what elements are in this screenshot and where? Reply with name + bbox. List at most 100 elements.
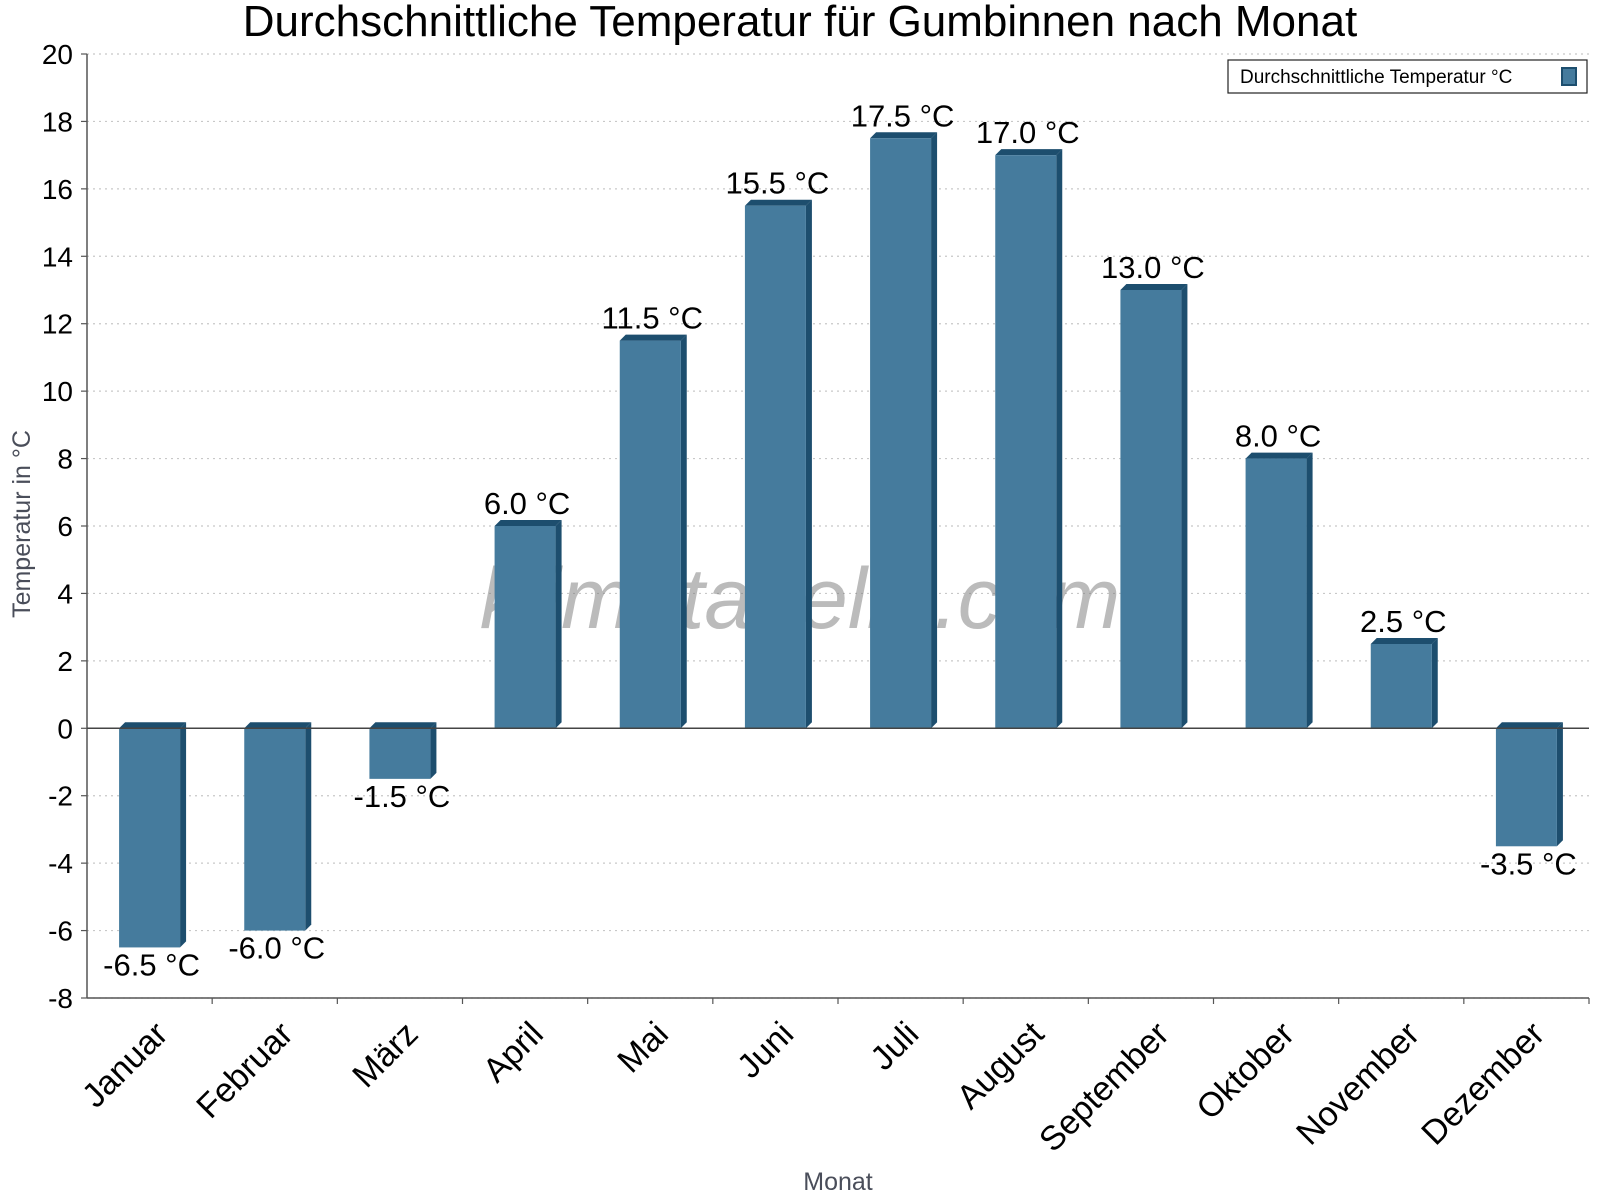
value-labels: -6.5 °C -6.0 °C -1.5 °C 6.0 °C 11.5 °C 15.5 °… — [103, 98, 1577, 982]
x-tick-label-september: September — [1032, 1015, 1176, 1159]
bar-top — [119, 722, 187, 729]
x-axis-ticks: Januar Februar März April Mai Juni Juli AugustS… — [75, 998, 1590, 1159]
value-label-juni: 15.5 °C — [726, 166, 830, 201]
bar-juli — [870, 132, 938, 729]
bar-front — [870, 138, 932, 729]
bar-top — [1120, 284, 1188, 290]
grid-lines — [87, 53, 1589, 999]
y-tick-label: 18 — [42, 106, 73, 137]
value-label-september: 13.0 °C — [1101, 250, 1205, 285]
bar-dezember — [1495, 722, 1563, 847]
y-tick-label: 10 — [42, 376, 73, 407]
x-tick-label-märz: März — [345, 1015, 425, 1095]
bar-oktober — [1245, 452, 1313, 729]
legend-box — [1227, 59, 1588, 94]
value-label-april: 6.0 °C — [484, 486, 571, 521]
value-label-juli: 17.5 °C — [851, 98, 955, 133]
value-label-februar: -6.0 °C — [228, 931, 325, 966]
bar-mai — [619, 334, 687, 729]
bar-front — [119, 728, 181, 948]
legend-swatch — [1561, 67, 1577, 86]
bar-januar — [119, 722, 187, 948]
bar-side — [430, 722, 437, 779]
bar-front — [1245, 458, 1307, 729]
bars — [119, 132, 1563, 948]
bar-front — [1495, 728, 1557, 847]
x-tick-label-oktober: Oktober — [1189, 1015, 1301, 1127]
bar-side — [1431, 638, 1438, 729]
value-label-mai: 11.5 °C — [602, 301, 703, 336]
bar-front — [995, 155, 1057, 729]
y-tick-label: 2 — [57, 646, 73, 677]
value-label-dezember: -3.5 °C — [1480, 846, 1577, 881]
x-tick-label-mai: Mai — [610, 1015, 676, 1081]
y-tick-label: 6 — [57, 511, 73, 542]
y-tick-label: 20 — [42, 39, 73, 70]
y-tick-label: 16 — [42, 174, 73, 205]
bar-front — [244, 728, 306, 931]
bar-märz — [369, 722, 437, 779]
y-tick-label: 0 — [57, 713, 73, 744]
bar-top — [619, 334, 687, 341]
bar-februar — [244, 722, 312, 931]
x-axis-label: Monat — [803, 1168, 873, 1196]
y-tick-label: -2 — [48, 781, 73, 812]
value-label-märz: -1.5 °C — [354, 779, 451, 814]
x-tick-label-april: April — [476, 1015, 551, 1090]
x-tick-label-juli: Juli — [863, 1015, 926, 1078]
bar-september — [1120, 284, 1188, 729]
legend: Durchschnittliche Temperatur °C — [1227, 59, 1588, 94]
bar-top — [369, 722, 437, 729]
bar-front — [369, 728, 431, 779]
x-tick-label-november: November — [1289, 1015, 1427, 1153]
chart-title: Durchschnittliche Temperatur für Gumbinn… — [243, 0, 1357, 46]
x-tick-label-dezember: Dezember — [1414, 1015, 1552, 1153]
value-label-august: 17.0 °C — [976, 115, 1080, 150]
y-axis-label: Temperatur in °C — [8, 430, 36, 618]
bar-front — [1370, 644, 1432, 729]
bar-top — [494, 520, 562, 526]
value-label-november: 2.5 °C — [1360, 604, 1447, 639]
bar-side — [180, 722, 187, 948]
bar-august — [995, 149, 1063, 729]
bar-front — [494, 526, 556, 729]
x-tick-label-august: August — [950, 1014, 1052, 1116]
bar-front — [744, 205, 806, 729]
bar-side — [1306, 452, 1313, 729]
bar-side — [1556, 722, 1563, 847]
bar-side — [805, 199, 812, 729]
legend-label: Durchschnittliche Temperatur °C — [1240, 67, 1512, 88]
bar-top — [870, 132, 938, 139]
bar-side — [1056, 149, 1063, 729]
value-label-januar: -6.5 °C — [103, 947, 200, 982]
y-tick-label: -6 — [48, 916, 73, 947]
bar-side — [305, 722, 312, 931]
bar-top — [1245, 452, 1313, 459]
y-tick-label: -4 — [48, 848, 73, 879]
x-tick-label-juni: Juni — [730, 1015, 801, 1086]
y-tick-label: 8 — [57, 444, 73, 475]
bar-top — [1370, 638, 1438, 644]
bar-november — [1370, 638, 1438, 729]
bar-top — [995, 149, 1063, 156]
bar-side — [680, 334, 687, 729]
bar-front — [619, 340, 681, 729]
x-tick-label-januar: Januar — [75, 1015, 175, 1115]
x-tick-label-februar: Februar — [189, 1015, 300, 1126]
bar-juni — [744, 199, 812, 729]
bar-side — [1181, 284, 1188, 729]
bar-side — [555, 520, 562, 729]
bar-top — [1495, 722, 1563, 729]
bar-front — [1120, 290, 1182, 729]
value-label-oktober: 8.0 °C — [1235, 419, 1322, 454]
bar-april — [494, 520, 562, 729]
bar-top — [744, 199, 812, 206]
bar-top — [244, 722, 312, 729]
y-tick-label: 14 — [42, 241, 73, 272]
bar-side — [931, 132, 938, 729]
y-tick-label: 4 — [57, 578, 73, 609]
y-axis-ticks: -8 -6 -4 -2 0 2 4 6 8 10 12 14 16 18 20 — [42, 39, 87, 1014]
y-tick-label: -8 — [48, 983, 73, 1014]
y-tick-label: 12 — [42, 309, 73, 340]
